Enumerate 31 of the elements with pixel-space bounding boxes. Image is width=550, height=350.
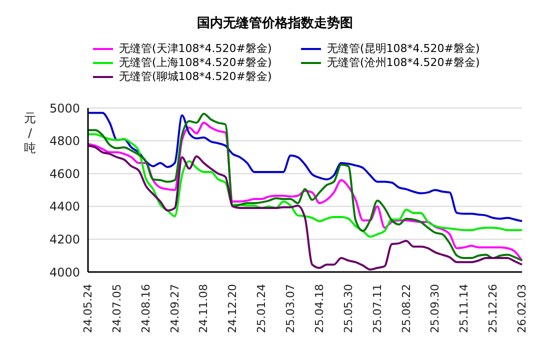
- x-tick-label: 24.08.16: [139, 284, 152, 333]
- y-tick-label: 4800: [49, 134, 80, 148]
- x-tick-label: 25.01.24: [255, 284, 268, 333]
- y-axis-title: 元/吨: [24, 111, 36, 155]
- x-tick-label: 25.11.14: [458, 284, 471, 333]
- x-tick-label: 24.09.27: [168, 284, 182, 333]
- x-tick-label: 25.05.30: [342, 284, 355, 333]
- line-series: [87, 112, 523, 222]
- x-tick-label: 24.05.24: [82, 284, 94, 333]
- x-tick-label: 26.02.03: [516, 284, 528, 333]
- x-tick-label: 25.12.26: [486, 284, 500, 333]
- legend-label: 无缝管(聊城108*4.520#磐金): [119, 70, 272, 84]
- x-tick-label: 25.08.22: [400, 284, 413, 333]
- y-tick-label: 5000: [49, 101, 80, 116]
- x-tick-label: 25.04.18: [312, 284, 326, 333]
- legend-label: 无缝管(天津108*4.520#磐金): [119, 42, 272, 56]
- x-tick-label: 24.07.05: [110, 284, 124, 333]
- x-tick-label: 24.12.20: [226, 284, 240, 333]
- y-tick-label: 4600: [49, 166, 80, 181]
- x-tick-label: 25.07.11: [370, 284, 384, 333]
- legend-label: 无缝管(上海108*4.520#磐金): [119, 56, 272, 70]
- legend-label: 无缝管(昆明108*4.520#磐金): [327, 42, 480, 56]
- x-tick-label: 25.03.07: [284, 284, 298, 333]
- x-tick-label: 24.11.08: [197, 284, 210, 333]
- y-tick-label: 4400: [49, 200, 80, 214]
- x-tick-label: 25.09.30: [428, 284, 442, 333]
- y-tick-label: 4200: [49, 232, 80, 246]
- line-series: [87, 133, 523, 238]
- y-tick-label: 4000: [49, 265, 80, 280]
- legend-label: 无缝管(沧州108*4.520#磐金): [327, 56, 480, 70]
- chart-title: 国内无缝管价格指数走势图: [196, 15, 354, 32]
